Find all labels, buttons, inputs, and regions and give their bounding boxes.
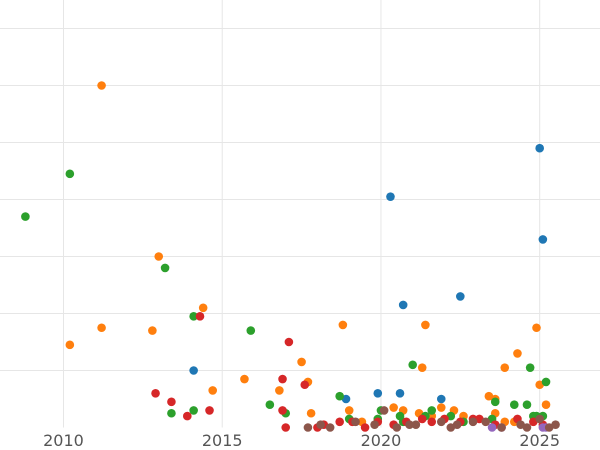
data-point (525, 363, 535, 372)
data-point (21, 212, 30, 221)
data-point (500, 363, 510, 372)
data-point (468, 417, 478, 427)
data-point (208, 386, 217, 395)
data-point (284, 337, 294, 347)
data-point (160, 263, 170, 273)
data-point (195, 312, 205, 321)
data-point (456, 292, 465, 301)
data-point (481, 417, 491, 427)
data-point (522, 423, 532, 432)
data-point (373, 389, 383, 398)
data-point (535, 414, 544, 424)
data-point (189, 312, 198, 321)
data-point (405, 420, 414, 429)
data-point (281, 423, 291, 432)
data-point (370, 420, 379, 429)
data-point (497, 423, 506, 432)
data-point (509, 400, 519, 410)
data-point (325, 423, 335, 432)
data-point (436, 417, 446, 427)
data-point (487, 423, 497, 432)
data-point (452, 420, 462, 429)
data-point (278, 406, 287, 415)
data-point (338, 320, 348, 330)
data-point (344, 406, 354, 415)
data-point (379, 406, 389, 415)
data-point (490, 397, 500, 407)
data-point (275, 386, 284, 395)
x-tick-label-2025: 2025 (519, 431, 560, 450)
data-point (535, 143, 544, 153)
data-point (154, 252, 164, 261)
data-point (335, 391, 344, 401)
data-point (532, 323, 541, 333)
data-point (151, 389, 160, 398)
data-point (278, 374, 287, 384)
data-point (522, 400, 532, 410)
data-point (541, 377, 551, 387)
data-point (411, 420, 421, 429)
data-point (303, 423, 313, 432)
x-tick-label-2015: 2015 (202, 431, 243, 450)
data-point (205, 406, 214, 415)
data-point (183, 411, 192, 421)
data-point (297, 357, 306, 367)
data-point (167, 408, 176, 418)
data-point (427, 417, 437, 427)
data-point (427, 406, 437, 415)
data-point (189, 406, 198, 415)
data-point (97, 323, 106, 333)
data-point (240, 374, 249, 384)
data-point (386, 192, 395, 201)
x-axis: 2010 2015 2020 2025 (43, 431, 560, 450)
data-point (265, 400, 275, 410)
data-point (538, 235, 548, 244)
data-point (417, 414, 427, 424)
data-point (417, 363, 427, 372)
data-point (513, 349, 522, 358)
data-point (398, 300, 408, 310)
data-point (408, 360, 417, 370)
data-point (351, 417, 360, 427)
data-point (395, 389, 405, 398)
data-point (306, 408, 316, 418)
data-point (421, 320, 430, 330)
x-tick-label-2010: 2010 (43, 431, 84, 450)
x-tick-label-2020: 2020 (361, 431, 402, 450)
data-point (65, 340, 75, 350)
data-point (551, 420, 560, 429)
data-point (246, 326, 256, 335)
chart-points (21, 81, 560, 432)
data-point (189, 366, 198, 375)
data-point (360, 423, 370, 432)
data-point (316, 420, 325, 429)
data-point (97, 81, 106, 90)
data-point (198, 303, 208, 313)
data-point (436, 394, 446, 404)
data-point (167, 397, 176, 407)
data-point (148, 326, 157, 335)
data-point (389, 403, 398, 412)
data-point (392, 423, 402, 432)
data-point (65, 169, 75, 179)
data-point (335, 417, 344, 427)
data-point (541, 400, 551, 410)
data-point (300, 380, 310, 390)
data-point (436, 403, 446, 412)
